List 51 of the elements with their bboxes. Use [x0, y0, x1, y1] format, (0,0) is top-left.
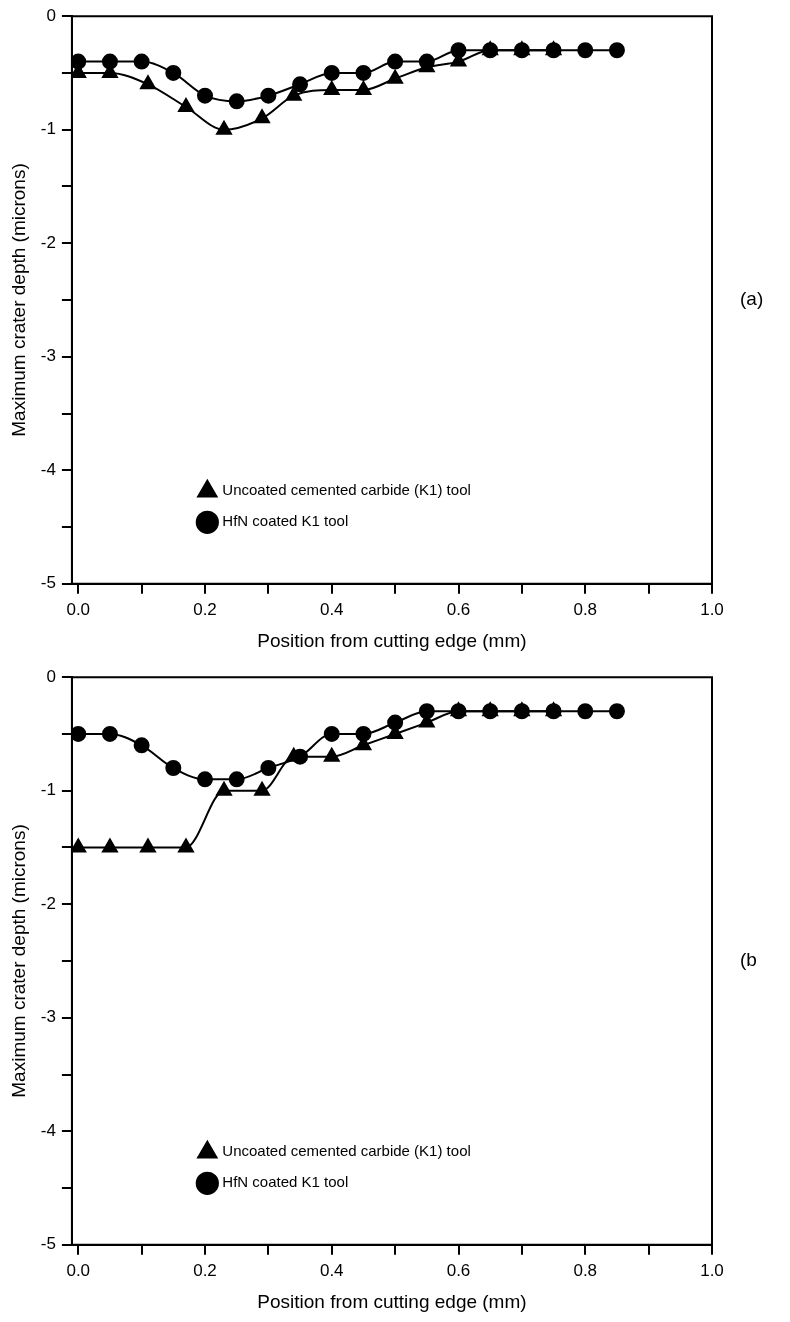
x-tick-label: 0.0: [66, 599, 91, 619]
x-tick-label: 0.0: [66, 1260, 91, 1280]
y-tick-label: -4: [40, 1120, 56, 1140]
point: [165, 760, 182, 777]
point: [608, 703, 625, 720]
y-tick-label: -4: [40, 459, 56, 479]
point: [254, 781, 270, 796]
point: [216, 781, 232, 796]
y-tick-label: -2: [40, 893, 56, 913]
x-tick-label: 0.8: [573, 1260, 598, 1280]
point: [323, 747, 340, 762]
point: [577, 703, 594, 720]
x-tick-label: 1.0: [700, 599, 724, 619]
point: [140, 838, 156, 853]
x-tick-label: 1.0: [700, 1260, 724, 1280]
y-tick-label: -5: [40, 573, 56, 593]
point: [71, 725, 87, 742]
point: [178, 838, 194, 853]
point: [197, 771, 213, 788]
x-tick-label: 0.6: [446, 599, 471, 619]
point: [228, 771, 245, 788]
y-tick-label: 0: [46, 666, 56, 686]
y-tick-label: -1: [40, 119, 56, 139]
x-tick-label: 0.8: [573, 599, 598, 619]
point: [323, 725, 340, 742]
y-axis-title: Maximum crater depth (microns): [7, 163, 29, 437]
y-tick-label: -3: [40, 1007, 56, 1027]
point: [71, 838, 87, 853]
legend-label: Uncoated cemented carbide (K1) tool: [222, 1142, 471, 1160]
y-tick-label: -5: [40, 1234, 56, 1254]
y-axis-title: Maximum crater depth (microns): [7, 824, 29, 1098]
x-tick-label: 0.2: [193, 1260, 217, 1280]
legend-label: HfN coated K1 tool: [222, 1173, 349, 1191]
y-tick-label: 0: [46, 5, 56, 25]
legend-label: Uncoated cemented carbide (K1) tool: [222, 481, 471, 499]
y-tick-label: -1: [40, 780, 56, 800]
x-tick-label: 0.4: [319, 599, 344, 619]
text: (b: [740, 949, 757, 971]
y-tick-label: -3: [40, 346, 56, 366]
text: (a): [740, 288, 764, 310]
point: [102, 838, 118, 853]
x-tick-label: 0.2: [193, 599, 217, 619]
point: [260, 760, 277, 777]
x-tick-label: 0.4: [319, 1260, 344, 1280]
x-tick-label: 0.6: [446, 1260, 471, 1280]
y-tick-label: -2: [40, 232, 56, 252]
x-axis-title: Position from cutting edge (mm): [257, 1290, 527, 1312]
point: [101, 725, 118, 742]
x-axis-title: Position from cutting edge (mm): [257, 629, 527, 651]
legend-label: HfN coated K1 tool: [222, 512, 349, 530]
point: [133, 737, 150, 754]
